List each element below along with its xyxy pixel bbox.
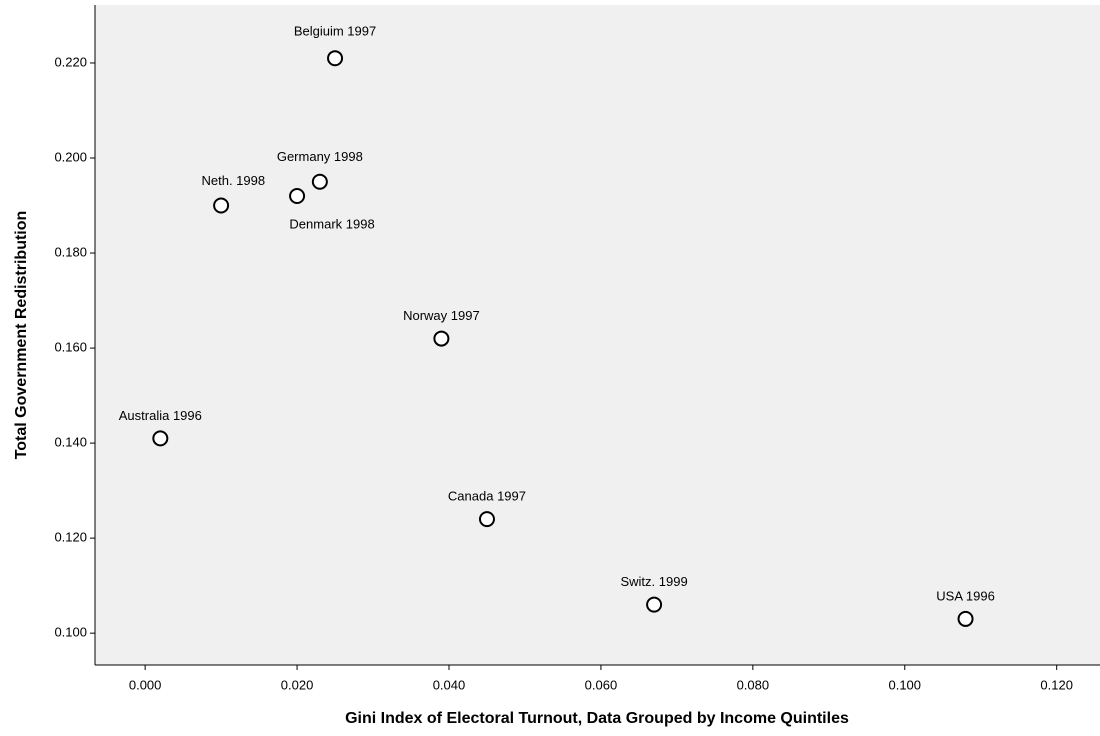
x-axis-title: Gini Index of Electoral Turnout, Data Gr…	[345, 710, 849, 727]
x-tick-label: 0.120	[1040, 677, 1073, 692]
point-label: Belgiuim 1997	[294, 24, 376, 39]
y-tick-label: 0.180	[54, 244, 87, 259]
x-tick-label: 0.020	[281, 677, 314, 692]
y-tick-label: 0.140	[54, 435, 87, 450]
point	[152, 430, 169, 447]
point	[433, 330, 450, 347]
point-label: USA 1996	[936, 588, 995, 603]
point	[646, 596, 663, 613]
point	[478, 511, 495, 528]
x-tick-label: 0.040	[433, 677, 466, 692]
point	[213, 197, 230, 214]
y-axis-title: Total Government Redistribution	[13, 211, 30, 460]
y-tick-label: 0.220	[54, 54, 87, 69]
point	[311, 173, 328, 190]
point-label: Norway 1997	[403, 308, 480, 323]
x-tick-label: 0.000	[129, 677, 162, 692]
point	[327, 50, 344, 67]
point-label: Australia 1996	[119, 408, 202, 423]
y-tick-label: 0.200	[54, 149, 87, 164]
point-label: Canada 1997	[448, 489, 526, 504]
point	[957, 610, 974, 627]
x-tick-label: 0.080	[737, 677, 770, 692]
point	[289, 188, 306, 205]
x-tick-label: 0.060	[585, 677, 618, 692]
point-label: Germany 1998	[277, 149, 363, 164]
point-label: Switz. 1999	[620, 574, 687, 589]
y-tick-label: 0.160	[54, 340, 87, 355]
y-tick-label: 0.100	[54, 625, 87, 640]
plot-area	[95, 5, 1100, 665]
point-label: Denmark 1998	[289, 216, 374, 231]
x-tick-label: 0.100	[888, 677, 921, 692]
y-tick-label: 0.120	[54, 530, 87, 545]
point-label: Neth. 1998	[201, 173, 265, 188]
